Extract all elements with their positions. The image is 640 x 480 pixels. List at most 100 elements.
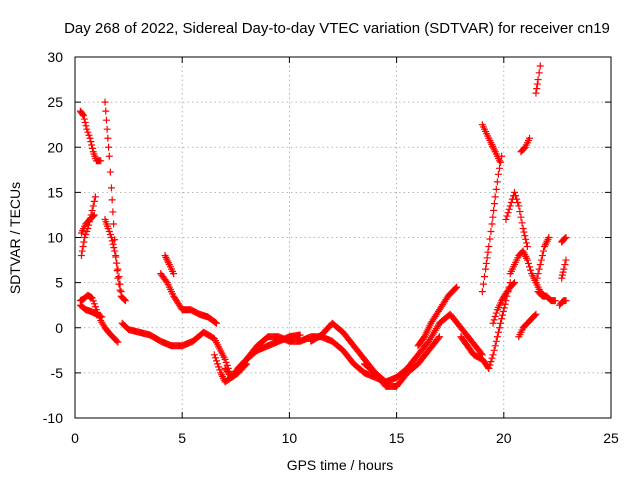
- data-point: [102, 116, 110, 124]
- data-point: [539, 247, 547, 255]
- data-point: [115, 273, 123, 281]
- data-point: [487, 227, 495, 235]
- y-tick-label: 10: [47, 230, 63, 246]
- data-point: [520, 228, 528, 236]
- data-point: [561, 261, 569, 269]
- data-point: [526, 263, 534, 271]
- series-band-rise-1: [77, 211, 98, 237]
- data-point: [523, 243, 531, 251]
- chart-title: Day 268 of 2022, Sidereal Day-to-day VTE…: [64, 20, 610, 37]
- data-point: [86, 134, 94, 142]
- data-point: [532, 310, 540, 318]
- data-point: [485, 243, 493, 251]
- series-band-mid-8: [457, 333, 493, 372]
- data-point: [106, 230, 114, 238]
- y-tick-label: 5: [55, 275, 63, 291]
- data-point: [107, 184, 115, 192]
- data-point: [110, 220, 118, 228]
- data-point: [545, 234, 553, 241]
- data-point: [81, 118, 89, 126]
- data-point: [108, 237, 116, 245]
- data-point: [491, 312, 499, 320]
- data-point: [537, 256, 545, 264]
- data-point: [488, 354, 496, 362]
- data-point: [89, 212, 97, 220]
- data-point: [527, 266, 535, 274]
- series-band-mid-2: [161, 252, 178, 278]
- x-axis-label: GPS time / hours: [287, 457, 394, 473]
- data-point: [489, 213, 497, 221]
- data-point: [504, 209, 512, 217]
- data-point: [562, 234, 570, 241]
- data-point: [559, 268, 567, 276]
- data-point: [513, 195, 521, 203]
- data-point: [534, 76, 542, 84]
- data-point: [213, 319, 221, 327]
- series-band-late-6: [517, 134, 534, 156]
- data-point: [101, 98, 109, 106]
- y-tick-label: -10: [43, 410, 63, 426]
- data-point: [82, 230, 90, 238]
- data-point: [489, 319, 497, 327]
- data-point: [488, 220, 496, 228]
- data-point: [514, 199, 522, 207]
- data-point: [482, 265, 490, 273]
- data-point: [562, 256, 570, 264]
- data-point: [296, 331, 304, 339]
- data-point: [214, 360, 222, 368]
- series-band-late-7: [515, 310, 540, 341]
- data-point: [491, 193, 499, 201]
- series-band-late-8: [532, 62, 544, 97]
- x-tick-label: 20: [496, 430, 512, 446]
- data-point: [523, 256, 531, 264]
- data-point: [538, 252, 546, 260]
- x-tick-label: 0: [71, 430, 79, 446]
- data-point: [516, 208, 524, 216]
- x-tick-label: 15: [389, 430, 405, 446]
- data-point: [211, 354, 219, 362]
- data-point: [490, 206, 498, 214]
- data-point: [490, 346, 498, 354]
- x-tick-label: 10: [282, 430, 298, 446]
- data-point: [88, 141, 96, 149]
- data-point: [562, 297, 570, 305]
- series-band-late-2: [485, 279, 514, 372]
- data-point: [114, 274, 122, 282]
- data-point: [482, 259, 490, 267]
- data-point: [515, 202, 523, 210]
- data-point: [491, 342, 499, 350]
- series-band-late-13: [556, 297, 570, 309]
- data-point: [492, 309, 500, 317]
- data-point: [496, 157, 504, 165]
- data-point: [83, 125, 91, 133]
- data-point: [479, 280, 487, 288]
- data-point: [558, 271, 566, 279]
- data-point: [211, 318, 219, 326]
- data-point: [511, 188, 519, 196]
- data-point: [210, 351, 218, 359]
- data-point: [82, 122, 90, 130]
- data-point: [104, 224, 112, 232]
- data-point: [79, 111, 87, 119]
- data-point: [526, 134, 534, 142]
- data-point: [494, 170, 502, 178]
- data-point: [83, 227, 91, 235]
- data-point: [121, 296, 129, 304]
- data-point: [213, 357, 221, 365]
- data-point: [80, 238, 88, 246]
- data-point: [98, 313, 106, 321]
- data-point: [518, 219, 526, 227]
- data-point: [506, 202, 514, 210]
- data-point: [497, 319, 505, 327]
- data-point: [551, 297, 559, 305]
- data-point: [478, 288, 486, 296]
- data-point: [435, 333, 443, 341]
- series-band-high-0: [76, 107, 105, 165]
- data-point: [486, 235, 494, 243]
- data-point: [104, 134, 112, 142]
- data-point: [517, 213, 525, 221]
- data-point: [484, 248, 492, 256]
- data-point: [519, 224, 527, 232]
- series-band-rise-0: [77, 193, 99, 260]
